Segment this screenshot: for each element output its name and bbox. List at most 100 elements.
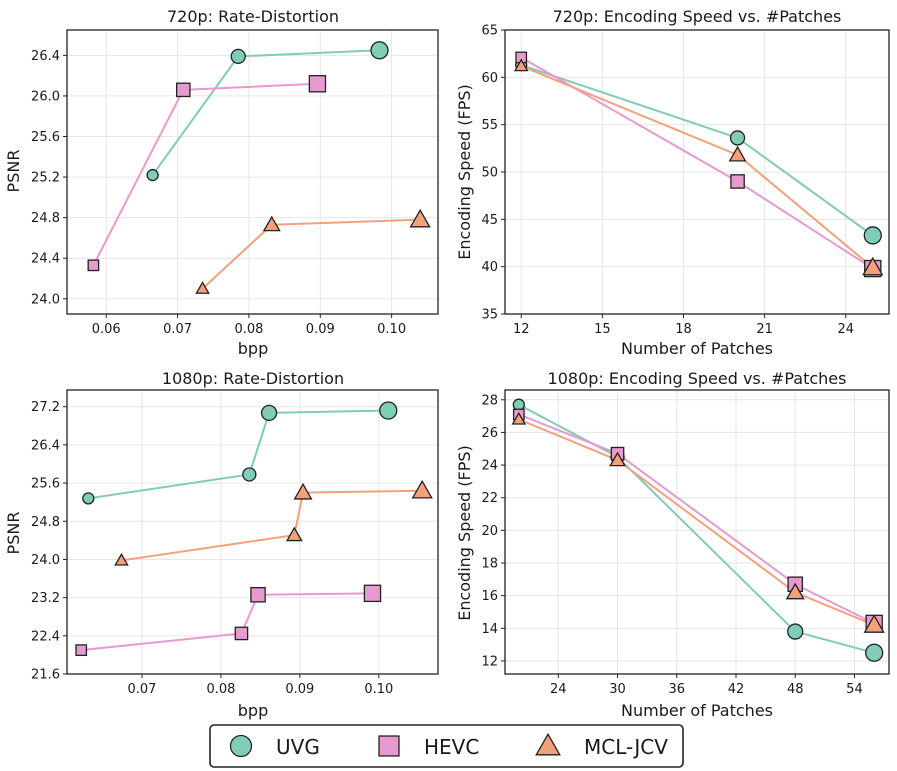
ylabel-rd720: PSNR bbox=[4, 150, 23, 193]
speed1080-ytick-label: 18 bbox=[481, 557, 498, 572]
rd720-point-uvg bbox=[146, 168, 159, 182]
speed1080-ytick-label: 28 bbox=[481, 393, 498, 408]
legend-frame bbox=[209, 724, 684, 768]
speed1080-point-mcl-jcv bbox=[785, 582, 805, 600]
speed720-ytick-label: 50 bbox=[481, 166, 498, 181]
rd720-point-mcl-jcv bbox=[195, 281, 210, 294]
legend-label-hevc: HEVC bbox=[424, 735, 479, 759]
rd720-point-hevc bbox=[308, 75, 327, 93]
plot-area-speed720: 12 15 18 21 24 35 40 45 50 55 60 65 bbox=[481, 24, 890, 337]
speed720-ytick-label: 40 bbox=[481, 260, 498, 275]
rd1080-line-uvg bbox=[88, 409, 389, 500]
rd1080-ytick-label: 27.2 bbox=[31, 400, 60, 415]
rd1080-ytick-label: 23.2 bbox=[31, 591, 60, 606]
rd1080-point-hevc bbox=[250, 586, 266, 603]
rd1080-ytick-label: 26.4 bbox=[31, 438, 60, 453]
speed720-ytick-label: 55 bbox=[481, 118, 498, 133]
rd1080-xtick-label: 0.08 bbox=[206, 682, 235, 697]
speed720-ytick-label: 35 bbox=[481, 308, 498, 323]
rd1080-ytick-label: 25.6 bbox=[31, 477, 60, 492]
rd720-xtick-label: 0.08 bbox=[234, 322, 263, 337]
speed1080-point-mcl-jcv bbox=[609, 451, 626, 467]
rd1080-frame bbox=[66, 389, 439, 675]
rd720-ytick-label: 26.4 bbox=[31, 49, 60, 64]
rd720-ytick-label: 25.6 bbox=[31, 130, 60, 145]
rd1080-xtick-label: 0.10 bbox=[364, 682, 393, 697]
panel-speed1080: 1080p: Encoding Speed vs. #Patches Numbe… bbox=[455, 369, 890, 720]
speed720-ytick-label: 60 bbox=[481, 71, 498, 86]
legend-marker-uvg bbox=[229, 734, 253, 758]
rd720-ytick-label: 24.0 bbox=[31, 292, 60, 307]
speed720-xtick-label: 12 bbox=[513, 322, 530, 337]
rd720-frame bbox=[66, 29, 439, 315]
title-speed1080: 1080p: Encoding Speed vs. #Patches bbox=[548, 369, 847, 388]
speed720-frame bbox=[504, 29, 890, 315]
speed1080-point-uvg bbox=[512, 398, 525, 411]
speed1080-xtick-label: 30 bbox=[609, 682, 626, 697]
rd720-background bbox=[67, 30, 438, 314]
legend-label-uvg: UVG bbox=[276, 735, 320, 759]
rd1080-ytick-label: 22.4 bbox=[31, 629, 60, 644]
rd720-xtick-label: 0.10 bbox=[377, 322, 406, 337]
speed1080-ytick-label: 16 bbox=[481, 589, 498, 604]
speed1080-line-hevc bbox=[518, 413, 875, 625]
plot-area-rd1080: 0.07 0.08 0.09 0.10 21.6 22.4 23.2 24.0 24.8 25.6… bbox=[31, 389, 439, 697]
rd1080-point-mcl-jcv bbox=[293, 482, 313, 500]
speed1080-xtick-label: 54 bbox=[846, 682, 863, 697]
speed1080-xtick-label: 36 bbox=[668, 682, 685, 697]
speed720-ytick-label: 45 bbox=[481, 213, 498, 228]
speed720-point-mcl-jcv bbox=[513, 58, 529, 72]
speed1080-xtick-label: 24 bbox=[550, 682, 567, 697]
rd720-point-uvg bbox=[230, 48, 246, 65]
panel-rd1080: 1080p: Rate-Distortion bpp PSNR 0.07 0.08… bbox=[4, 369, 439, 720]
ylabel-speed1080: Encoding Speed (FPS) bbox=[455, 445, 474, 621]
xlabel-speed1080: Number of Patches bbox=[621, 701, 773, 720]
rd1080-ytick-label: 24.8 bbox=[31, 515, 60, 530]
panel-speed720: 720p: Encoding Speed vs. #Patches Number… bbox=[455, 7, 890, 358]
rd720-point-mcl-jcv bbox=[262, 215, 281, 232]
rd1080-point-mcl-jcv bbox=[411, 479, 433, 499]
legend: UVG HEVC MCL-JCV bbox=[209, 724, 684, 768]
xlabel-speed720: Number of Patches bbox=[621, 339, 773, 358]
rd1080-xtick-label: 0.09 bbox=[285, 682, 314, 697]
speed720-ytick-label: 65 bbox=[481, 24, 498, 39]
rd1080-ytick-label: 24.0 bbox=[31, 553, 60, 568]
speed1080-point-mcl-jcv bbox=[863, 614, 885, 633]
speed1080-xtick-label: 42 bbox=[728, 682, 745, 697]
legend-marker-hevc bbox=[378, 735, 400, 757]
ylabel-rd1080: PSNR bbox=[4, 512, 23, 555]
rd720-point-hevc bbox=[175, 82, 191, 98]
title-rd1080: 1080p: Rate-Distortion bbox=[162, 369, 344, 388]
title-rd720: 720p: Rate-Distortion bbox=[167, 7, 339, 26]
speed1080-frame bbox=[504, 389, 890, 675]
speed1080-line-mcl-jcv bbox=[518, 418, 875, 626]
speed720-xtick-label: 18 bbox=[675, 322, 692, 337]
speed720-xtick-label: 15 bbox=[594, 322, 611, 337]
xlabel-rd720: bpp bbox=[238, 339, 268, 358]
speed1080-xtick-label: 48 bbox=[787, 682, 804, 697]
rd1080-ytick-label: 21.6 bbox=[31, 668, 60, 683]
speed720-point-mcl-jcv bbox=[862, 256, 884, 276]
rd1080-xtick-label: 0.07 bbox=[128, 682, 157, 697]
rd1080-point-hevc bbox=[363, 584, 382, 603]
legend-label-mcl-jcv: MCL-JCV bbox=[584, 735, 668, 759]
speed1080-ytick-label: 14 bbox=[481, 622, 498, 637]
rd720-ytick-label: 26.0 bbox=[31, 89, 60, 104]
rd1080-line-hevc bbox=[81, 592, 373, 652]
panel-rd720: 720p: Rate-Distortion bpp PSNR 0.06 0.07 0… bbox=[4, 7, 439, 358]
speed1080-point-uvg bbox=[865, 643, 884, 662]
speed1080-ytick-label: 26 bbox=[481, 426, 498, 441]
rd720-ytick-label: 24.4 bbox=[31, 252, 60, 267]
rd720-xtick-label: 0.07 bbox=[163, 322, 192, 337]
speed1080-ytick-label: 22 bbox=[481, 491, 498, 506]
rd720-xtick-label: 0.06 bbox=[92, 322, 121, 337]
legend-marker-mcl-jcv bbox=[535, 732, 561, 756]
rd1080-point-hevc bbox=[75, 644, 88, 657]
speed720-point-mcl-jcv bbox=[728, 145, 747, 162]
speed1080-line-uvg bbox=[518, 403, 875, 654]
rd720-xtick-label: 0.09 bbox=[306, 322, 335, 337]
rd1080-point-mcl-jcv bbox=[285, 526, 303, 542]
rd720-point-uvg bbox=[370, 41, 389, 60]
rd1080-line-mcl-jcv bbox=[121, 489, 423, 562]
